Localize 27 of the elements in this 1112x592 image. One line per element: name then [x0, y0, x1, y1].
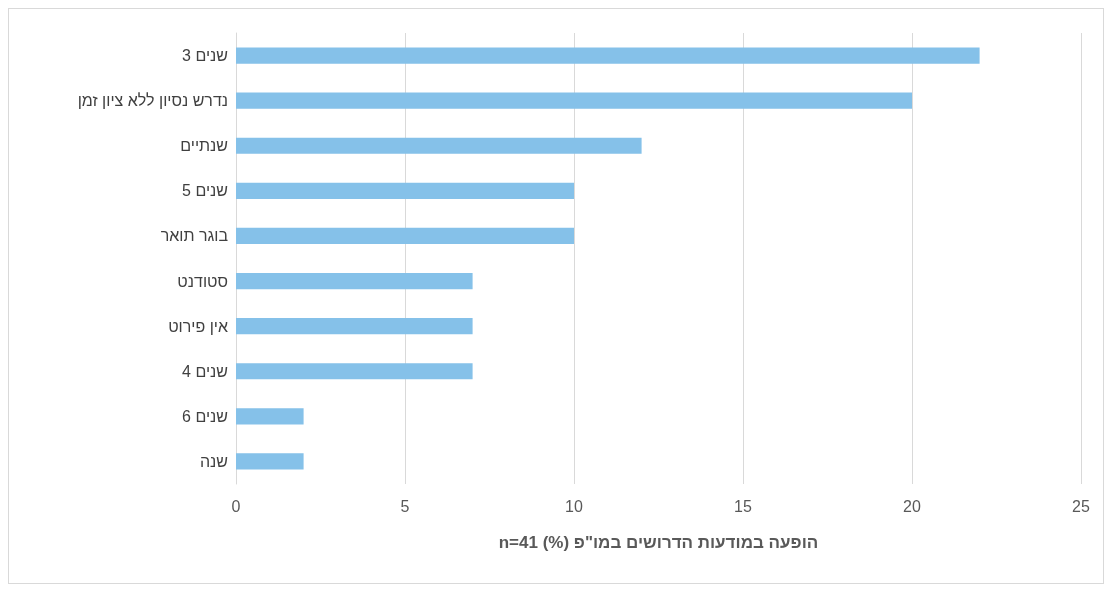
y-tick-label: 3 שנים: [182, 47, 228, 65]
x-tick-label: 25: [1072, 497, 1090, 515]
x-tick-label: 0: [231, 497, 241, 515]
y-tick-label: שנתיים: [180, 137, 228, 155]
bar: [236, 408, 304, 425]
x-tick-label: 15: [734, 497, 752, 515]
x-axis-title: הופעה במודעות הדרושים במו"פ (%) n=41: [497, 533, 820, 553]
y-tick-label: 4 שנים: [182, 362, 228, 380]
bar: [236, 92, 912, 109]
bar: [236, 453, 304, 470]
bar: [236, 272, 473, 290]
bar: [236, 182, 574, 199]
y-tick-label: 5 שנים: [182, 182, 228, 200]
bar: [236, 137, 642, 154]
bar: [236, 363, 473, 380]
bar: [236, 227, 574, 245]
y-tick-label: אין פירוט: [168, 317, 228, 335]
x-tick-label: 5: [400, 497, 410, 515]
y-tick-label: נדרש נסיון ללא ציון זמן: [77, 92, 228, 110]
bar: [236, 318, 473, 335]
y-tick-label: סטודנט: [177, 272, 228, 290]
y-tick-label: שנה: [199, 452, 228, 470]
y-tick-label: 6 שנים: [182, 407, 228, 425]
bar: [236, 47, 980, 64]
x-tick-label: 20: [903, 497, 921, 515]
x-tick-label: 10: [565, 497, 583, 515]
y-tick-label: בוגר תואר: [160, 227, 229, 245]
